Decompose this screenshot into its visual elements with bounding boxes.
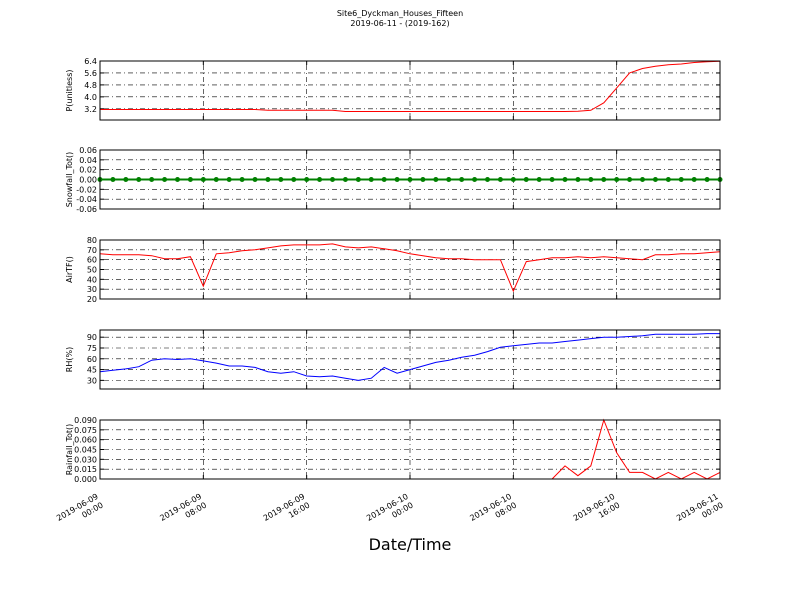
data-point [446,177,452,182]
data-point [433,177,439,182]
y-tick-label: 75 [87,344,97,353]
data-point [640,177,645,182]
data-point [291,177,297,182]
data-point [523,177,529,182]
data-point [614,177,620,182]
data-point [678,177,684,182]
data-point [485,177,490,182]
data-point [136,177,142,182]
y-tick-label: 70 [87,246,97,255]
y-tick-label: 0.015 [74,465,97,474]
data-point [562,177,568,182]
y-tick-label: 5.6 [84,69,97,78]
data-point [123,177,129,182]
y-tick-label: 0.00 [79,176,97,185]
y-axis-label: P(unitless) [65,69,74,111]
y-tick-label: 45 [87,366,97,375]
y-tick-label: 30 [87,285,97,294]
data-point [278,177,284,182]
y-tick-label: 60 [87,355,97,364]
data-point [691,177,697,182]
y-tick-label: 40 [87,275,97,284]
plot-frame [99,419,721,480]
y-tick-label: 30 [87,376,97,385]
data-point [459,177,465,182]
y-tick-label: 4.0 [84,93,97,102]
data-point [652,177,658,182]
data-point [330,177,335,182]
y-axis-label: Snowfall_Tot() [65,152,74,208]
y-tick-label: 0.090 [74,416,97,425]
data-line [100,60,721,112]
subtitle: 2019-06-11 - (2019-162) [350,19,449,28]
y-tick-label: 4.8 [84,81,97,90]
data-point [213,177,219,182]
data-point [110,177,116,182]
data-point [149,177,155,182]
data-point [342,177,348,182]
y-tick-label: -0.06 [76,205,97,214]
y-tick-label: 0.030 [74,455,97,464]
data-line [99,243,721,293]
data-point [497,177,503,182]
data-point [355,177,361,182]
data-point [575,177,581,182]
y-tick-label: 6.4 [84,57,97,66]
y-tick-label: 60 [87,256,97,265]
plot-frame [99,239,721,300]
data-point [407,177,413,182]
data-point [536,177,542,182]
data-point [510,177,516,182]
x-axis-label: Date/Time [369,535,452,554]
data-point [187,177,193,182]
data-point [549,177,555,182]
y-tick-label: 0.06 [79,146,97,155]
data-point [304,177,310,182]
data-point [200,177,206,182]
y-tick-label: -0.04 [76,195,97,204]
y-tick-label: 0.000 [74,475,97,484]
data-point [588,177,594,182]
data-point [420,177,426,182]
data-point [252,177,258,182]
y-tick-label: 50 [87,266,97,275]
plot-frame [99,60,721,121]
data-point [317,177,323,182]
data-point [239,177,245,182]
data-line [99,333,720,381]
plot-frame [99,149,721,210]
y-tick-label: 90 [87,333,97,342]
y-tick-label: 3.2 [84,105,97,114]
title: Site6_Dyckman_Houses_Fifteen [337,9,463,18]
data-point [265,177,271,182]
data-point [162,177,168,182]
y-axis-label: AirTF() [65,256,74,283]
data-point [175,177,180,182]
data-point [704,177,710,182]
y-axis-label: RH(%) [65,347,74,372]
y-tick-label: 20 [87,295,97,304]
data-point [226,177,232,182]
y-tick-label: 0.045 [74,446,97,455]
data-point [665,177,671,182]
plot-frame [99,329,721,390]
data-point [381,177,387,182]
data-point [627,177,633,182]
y-axis-label: Rainfall_Tot() [65,424,74,476]
y-tick-label: 0.02 [79,166,97,175]
y-tick-label: 80 [87,236,97,245]
y-tick-label: 0.060 [74,436,97,445]
data-point [394,177,400,182]
data-point [368,177,374,182]
y-tick-label: 0.04 [79,156,97,165]
y-tick-label: 0.075 [74,426,97,435]
data-point [601,177,607,182]
y-tick-label: -0.02 [76,185,97,194]
data-point [472,177,478,182]
